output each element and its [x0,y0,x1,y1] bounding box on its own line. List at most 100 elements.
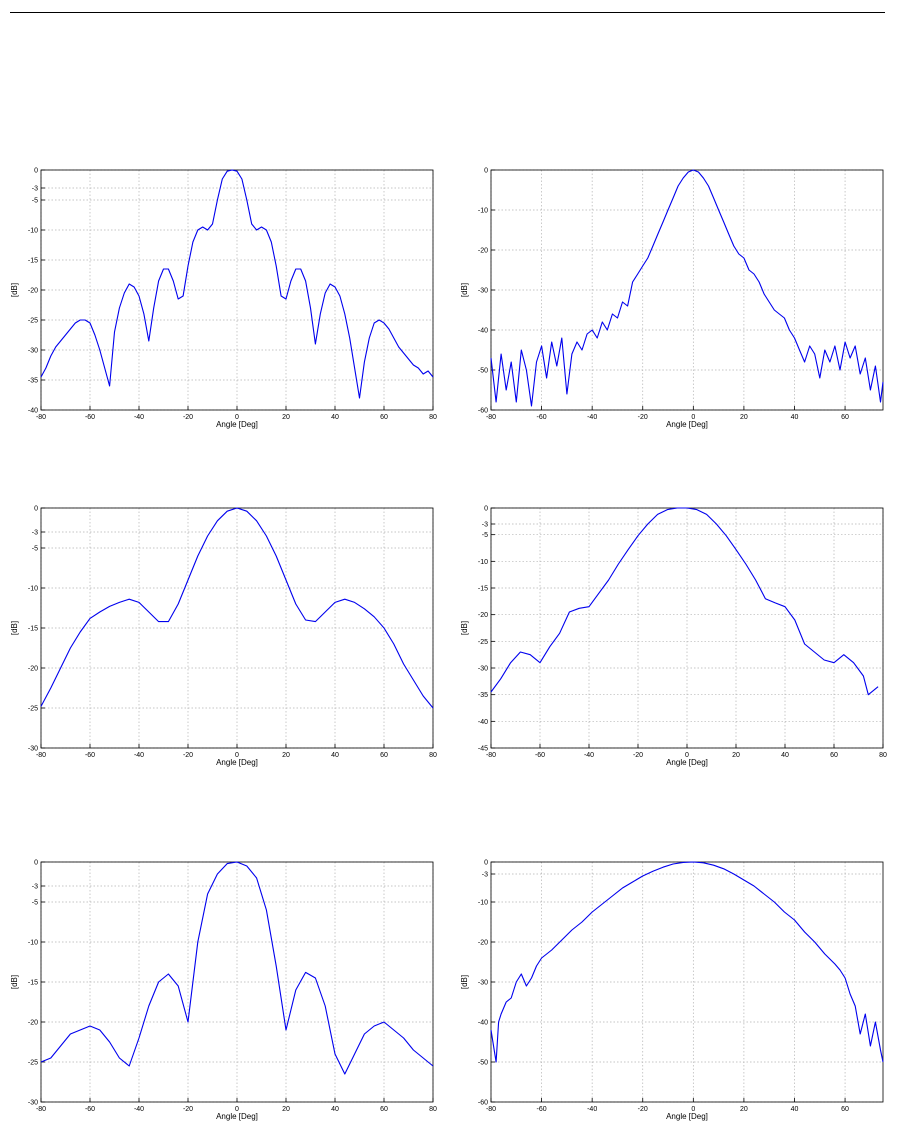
y-tick-label: -50 [478,368,488,375]
y-tick-label: -60 [478,1100,488,1107]
y-axis-label: [dB] [460,975,469,989]
y-tick-label: -10 [478,900,488,907]
x-tick-label: -20 [638,414,648,421]
y-axis-label: [dB] [10,975,19,989]
y-tick-label: -15 [28,980,38,987]
y-tick-label: -25 [28,1060,38,1067]
x-tick-label: -60 [85,752,95,759]
y-tick-label: -40 [478,328,488,335]
x-tick-label: 80 [429,1106,437,1113]
x-tick-label: 0 [685,752,689,759]
x-tick-label: 60 [830,752,838,759]
plot-6: -80 -60 -40 -20 0 20 40 60 0 -3 -10 -20 -30 -40 -50 -60… [455,852,895,1121]
x-tick-label: 0 [235,752,239,759]
y-tick-label: -20 [478,940,488,947]
y-tick-label: -3 [482,522,488,529]
x-tick-label: 40 [791,1106,799,1113]
y-tick-label: -25 [28,706,38,713]
y-tick-label: -50 [478,1060,488,1067]
y-tick-label: 0 [484,506,488,513]
y-tick-label: -20 [28,288,38,295]
x-tick-label: -60 [85,414,95,421]
y-tick-label: -30 [478,980,488,987]
y-tick-label: -35 [478,692,488,699]
y-axis-label: [dB] [10,283,19,297]
x-tick-label: 40 [331,1106,339,1113]
y-tick-label: -45 [478,746,488,753]
x-tick-label: 20 [732,752,740,759]
y-tick-label: -10 [28,228,38,235]
x-tick-label: -20 [183,752,193,759]
y-tick-label: -25 [478,639,488,646]
x-tick-label: 0 [691,1106,695,1113]
x-tick-label: 20 [282,752,290,759]
x-tick-label: 60 [380,752,388,759]
chart-svg: -80 -60 -40 -20 0 20 40 60 80 0 -3 -5 -10 -15 -20 -25 -3… [10,860,437,1122]
x-tick-label: 60 [841,1106,849,1113]
x-tick-label: -80 [36,414,46,421]
x-tick-label: 60 [841,414,849,421]
y-tick-label: -5 [32,900,38,907]
y-axis-label: [dB] [460,621,469,635]
x-tick-label: -60 [537,1106,547,1113]
chart-svg: -80 -60 -40 -20 0 20 40 60 80 0 -3 -5 -10 -15 -20 -25 -3… [10,168,437,430]
x-tick-label: -40 [587,414,597,421]
y-tick-label: -20 [478,248,488,255]
x-tick-label: 20 [740,1106,748,1113]
x-axis-label: Angle [Deg] [666,420,708,429]
y-tick-label: 0 [34,506,38,513]
y-tick-label: 0 [34,168,38,175]
y-tick-label: -30 [478,288,488,295]
x-tick-label: 0 [691,414,695,421]
series-line [40,169,434,399]
plot-1: -80 -60 -40 -20 0 20 40 60 80 0 -3 -5 -10 -15 -20 -25 -3… [5,160,445,430]
x-tick-label: 40 [791,414,799,421]
x-tick-label: -40 [134,414,144,421]
x-tick-label: -20 [633,752,643,759]
y-tick-label: -40 [28,408,38,415]
x-tick-label: -60 [535,752,545,759]
y-tick-label: -10 [478,559,488,566]
y-tick-label: -3 [32,186,38,193]
x-tick-label: -80 [486,1106,496,1113]
x-tick-label: 20 [740,414,748,421]
x-axis-label: Angle [Deg] [216,1112,258,1121]
x-tick-label: 60 [380,1106,388,1113]
y-tick-label: -40 [478,719,488,726]
y-tick-label: 0 [484,168,488,175]
plot-4: -80 -60 -40 -20 0 20 40 60 80 0 -3 -5 -10 -15 -20 -25 -3… [455,498,895,768]
y-tick-label: -35 [28,378,38,385]
chart-svg: -80 -60 -40 -20 0 20 40 600-3-10-20-30-40-50-60… [460,860,884,1121]
y-tick-label: -15 [28,258,38,265]
y-axis-label: [dB] [460,283,469,297]
y-tick-label: -20 [478,612,488,619]
x-tick-label: 20 [282,414,290,421]
y-tick-label: -20 [28,1020,38,1027]
y-tick-label: -10 [28,586,38,593]
x-tick-label: -40 [134,1106,144,1113]
x-axis-label: Angle [Deg] [666,1112,708,1121]
y-tick-label: -10 [478,208,488,215]
x-tick-label: -80 [486,752,496,759]
plot-5: -80 -60 -40 -20 0 20 40 60 80 0 -3 -5 -10 -15 -20 -25 -3… [5,852,445,1122]
chart-svg: -80 -60 -40 -20 0 20 40 60 80 0 -3 -5 -10 -15 -20 -25 -3… [460,506,887,768]
y-tick-label: -5 [32,546,38,553]
x-tick-label: -20 [183,414,193,421]
y-tick-label: -5 [32,198,38,205]
series-line [490,861,884,1063]
x-tick-label: -20 [183,1106,193,1113]
y-tick-label: -20 [28,666,38,673]
header-rule [10,12,885,13]
y-tick-label: -30 [28,746,38,753]
series-line [40,507,434,709]
x-tick-label: 80 [429,414,437,421]
x-tick-label: 0 [235,414,239,421]
y-tick-label: -15 [478,586,488,593]
x-tick-label: -60 [85,1106,95,1113]
y-tick-label: -40 [478,1020,488,1027]
x-tick-label: 80 [879,752,887,759]
y-tick-label: -15 [28,626,38,633]
y-tick-label: 0 [484,860,488,867]
y-tick-label: -3 [482,872,488,879]
x-tick-label: 20 [282,1106,290,1113]
